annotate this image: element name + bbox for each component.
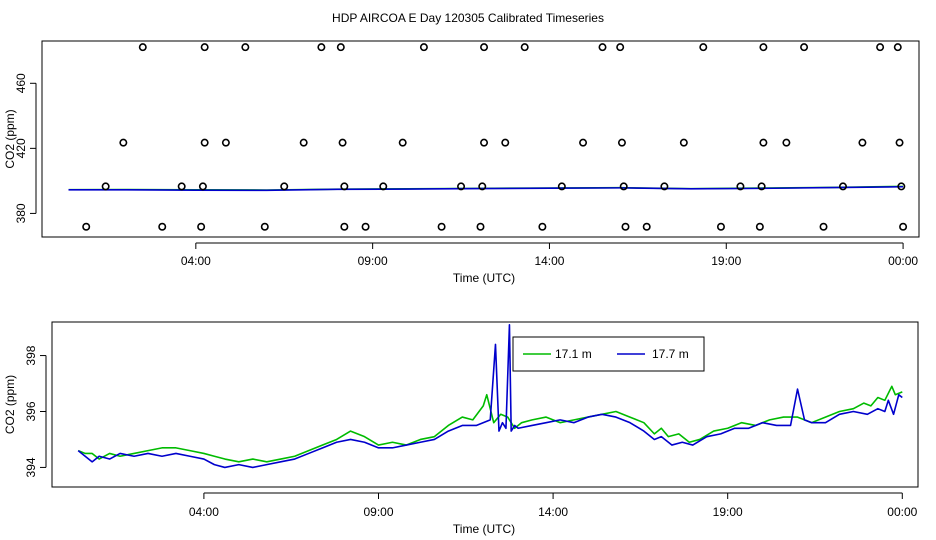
scatter-point xyxy=(660,182,669,191)
scatter-point xyxy=(221,138,230,147)
scatter-point xyxy=(897,182,906,191)
plot-area xyxy=(68,43,908,231)
x-tick-label: 09:00 xyxy=(363,505,393,519)
scatter-point xyxy=(480,138,489,147)
scatter-point xyxy=(478,182,487,191)
y-axis-label: CO2 (ppm) xyxy=(3,109,17,168)
scatter-point xyxy=(838,182,847,191)
scatter-point xyxy=(241,43,250,52)
scatter-point xyxy=(317,43,326,52)
plot-frame xyxy=(51,321,919,488)
y-tick-label: 380 xyxy=(14,203,28,223)
scatter-point xyxy=(819,222,828,231)
x-tick-label: 19:00 xyxy=(711,254,741,268)
scatter-point xyxy=(621,222,630,231)
series-line-green xyxy=(77,385,903,463)
scatter-point xyxy=(520,43,529,52)
scatter-point xyxy=(642,222,651,231)
scatter-point xyxy=(716,222,725,231)
scatter-point xyxy=(338,138,347,147)
scatter-point xyxy=(619,182,628,191)
scatter-point xyxy=(197,222,206,231)
x-tick-label: 00:00 xyxy=(888,254,918,268)
scatter-point xyxy=(437,222,446,231)
y-tick-label: 460 xyxy=(14,73,28,93)
scatter-point xyxy=(557,182,566,191)
y-tick-label: 396 xyxy=(24,401,38,421)
y-tick-label: 398 xyxy=(24,345,38,365)
scatter-point xyxy=(598,43,607,52)
scatter-point xyxy=(616,43,625,52)
scatter-point xyxy=(501,138,510,147)
x-tick-label: 19:00 xyxy=(713,505,743,519)
series-line-blue xyxy=(77,324,903,469)
scatter-point xyxy=(579,138,588,147)
x-tick-label: 09:00 xyxy=(358,254,388,268)
scatter-point xyxy=(457,182,466,191)
scatter-point xyxy=(858,138,867,147)
legend: 17.1 m 17.7 m xyxy=(512,336,705,372)
scatter-point xyxy=(138,43,147,52)
y-tick-label: 420 xyxy=(14,138,28,158)
top-panel: 04:00 09:00 14:00 19:00 00:00 380 420 460 Time (… xyxy=(3,40,920,285)
scatter-point xyxy=(759,43,768,52)
scatter-point xyxy=(538,222,547,231)
x-tick-label: 14:00 xyxy=(538,505,568,519)
scatter-point xyxy=(379,182,388,191)
x-axis-label: Time (UTC) xyxy=(453,522,515,536)
series-line-blue xyxy=(68,185,904,192)
scatter-point xyxy=(280,182,289,191)
scatter-point xyxy=(340,182,349,191)
scatter-point xyxy=(340,222,349,231)
scatter-point xyxy=(200,138,209,147)
scatter-point xyxy=(101,182,110,191)
scatter-point xyxy=(899,222,908,231)
scatter-point xyxy=(476,222,485,231)
scatter-point xyxy=(759,138,768,147)
x-tick-label: 00:00 xyxy=(887,505,917,519)
scatter-point xyxy=(177,182,186,191)
scatter-point xyxy=(198,182,207,191)
plot-frame xyxy=(41,40,920,238)
y-tick-label: 394 xyxy=(24,457,38,477)
scatter-point xyxy=(398,138,407,147)
scatter-point xyxy=(480,43,489,52)
legend-entry: 17.1 m xyxy=(555,347,592,361)
scatter-point xyxy=(736,182,745,191)
scatter-point xyxy=(755,222,764,231)
scatter-point xyxy=(200,43,209,52)
x-tick-label: 04:00 xyxy=(181,254,211,268)
figure-title: HDP AIRCOA E Day 120305 Calibrated Times… xyxy=(332,11,604,25)
plot-area xyxy=(77,324,903,469)
scatter-point xyxy=(419,43,428,52)
x-tick-label: 14:00 xyxy=(534,254,564,268)
scatter-point xyxy=(679,138,688,147)
scatter-point xyxy=(800,43,809,52)
scatter-point xyxy=(757,182,766,191)
scatter-point xyxy=(82,222,91,231)
legend-entry: 17.7 m xyxy=(652,347,689,361)
scatter-point xyxy=(617,138,626,147)
scatter-point xyxy=(260,222,269,231)
scatter-point xyxy=(361,222,370,231)
scatter-point xyxy=(299,138,308,147)
scatter-point xyxy=(782,138,791,147)
x-axis-label: Time (UTC) xyxy=(453,271,515,285)
bottom-panel: 04:00 09:00 14:00 19:00 00:00 394 396 398 Time (… xyxy=(3,321,919,536)
scatter-point xyxy=(119,138,128,147)
scatter-point xyxy=(699,43,708,52)
y-axis-label: CO2 (ppm) xyxy=(3,375,17,434)
x-tick-label: 04:00 xyxy=(189,505,219,519)
scatter-point xyxy=(893,43,902,52)
scatter-point xyxy=(336,43,345,52)
scatter-point xyxy=(158,222,167,231)
scatter-point xyxy=(876,43,885,52)
scatter-point xyxy=(895,138,904,147)
